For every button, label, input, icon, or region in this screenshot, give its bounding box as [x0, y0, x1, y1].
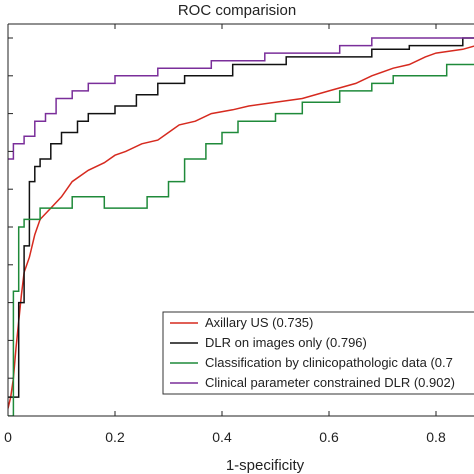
roc-series-line-3 [8, 63, 474, 416]
x-tick-label: 0.2 [105, 429, 125, 445]
x-tick-label: 0 [4, 429, 12, 445]
legend-label-2: DLR on images only (0.796) [205, 335, 367, 350]
axes-layer [7, 23, 474, 417]
ticks-layer: 0 0.2 0.4 0.6 0.8 [4, 24, 446, 445]
chart-title: ROC comparision [178, 2, 296, 19]
roc-series-line-2 [8, 37, 474, 398]
legend-label-3: Classification by clinicopathologic data… [205, 355, 453, 370]
series-layer [8, 37, 474, 416]
roc-series-line-4 [8, 37, 474, 160]
x-tick-label: 0.8 [426, 429, 446, 445]
legend-label-1: Axillary US (0.735) [205, 315, 313, 330]
legend-label-4: Clinical parameter constrained DLR (0.90… [205, 375, 455, 390]
legend-box [162, 311, 474, 395]
x-tick-label: 0.4 [212, 429, 232, 445]
legend: Axillary US (0.735) DLR on images only (0… [162, 311, 474, 395]
x-axis-label: 1-specificity [226, 457, 305, 474]
x-tick-label: 0.6 [319, 429, 339, 445]
